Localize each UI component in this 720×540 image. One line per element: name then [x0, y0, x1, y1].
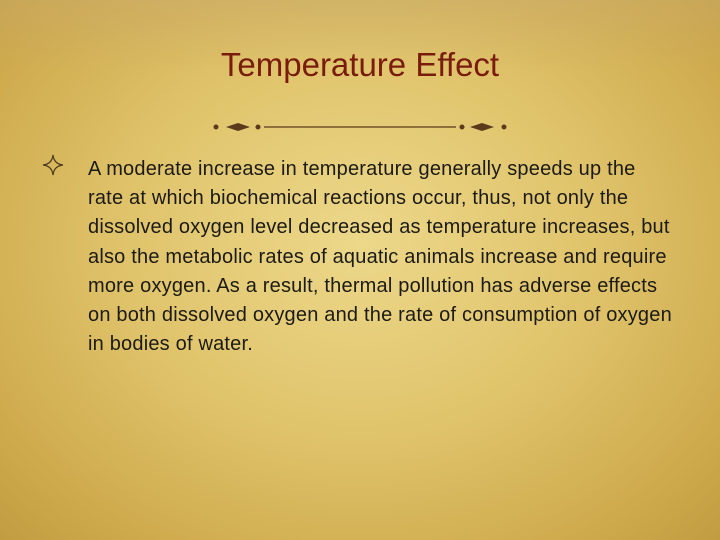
background-texture [0, 0, 720, 70]
bullet-text: A moderate increase in temperature gener… [88, 158, 672, 356]
bullet-icon [42, 154, 64, 176]
divider-ornament [213, 123, 507, 131]
slide-title: Temperature Effect [220, 46, 500, 83]
